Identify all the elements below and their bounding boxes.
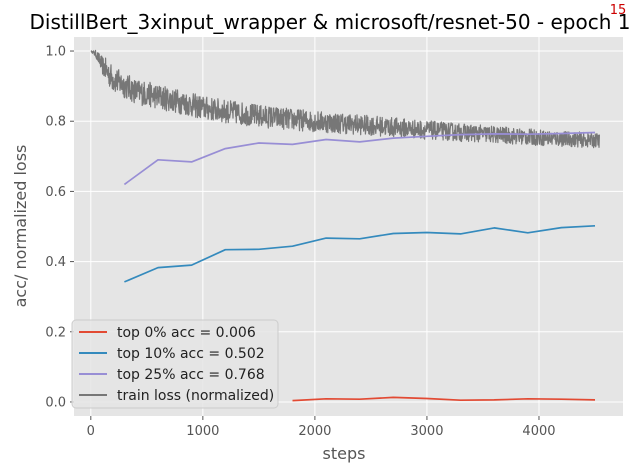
legend: top 0% acc = 0.006 top 10% acc = 0.502 top… bbox=[71, 319, 279, 409]
y-tick-label: 0.4 bbox=[45, 255, 66, 270]
chart-title: DistillBert_3xinput_wrapper & microsoft/… bbox=[30, 10, 631, 34]
y-tick-label: 1.0 bbox=[45, 45, 66, 60]
x-tick-label: 4000 bbox=[522, 424, 555, 439]
series-line bbox=[123, 131, 596, 186]
x-tick-label: 2000 bbox=[298, 424, 331, 439]
legend-label: top 10% acc = 0.502 bbox=[117, 346, 265, 362]
y-tick-label: 0.2 bbox=[45, 325, 66, 340]
x-ticks: 0 1000 2000 3000 4000 bbox=[87, 416, 556, 439]
legend-label: top 0% acc = 0.006 bbox=[117, 325, 256, 341]
x-tick-label: 1000 bbox=[186, 424, 219, 439]
y-axis-label: acc/ normalized loss bbox=[11, 145, 30, 308]
y-tick-label: 0.6 bbox=[45, 185, 66, 200]
y-ticks: 0.0 0.2 0.4 0.6 0.8 1.0 bbox=[45, 45, 74, 410]
y-tick-label: 0.0 bbox=[45, 395, 66, 410]
corner-note: 15 bbox=[610, 3, 627, 18]
x-tick-label: 0 bbox=[87, 424, 95, 439]
legend-box bbox=[71, 319, 279, 409]
y-tick-label: 0.8 bbox=[45, 115, 66, 130]
legend-label: top 25% acc = 0.768 bbox=[117, 367, 265, 383]
x-tick-label: 3000 bbox=[410, 424, 443, 439]
series-line bbox=[124, 224, 596, 283]
series-line bbox=[292, 396, 596, 402]
series-layer bbox=[90, 49, 600, 402]
series-line bbox=[90, 49, 600, 149]
legend-label: train loss (normalized) bbox=[117, 388, 274, 404]
x-axis-label: steps bbox=[323, 444, 366, 463]
